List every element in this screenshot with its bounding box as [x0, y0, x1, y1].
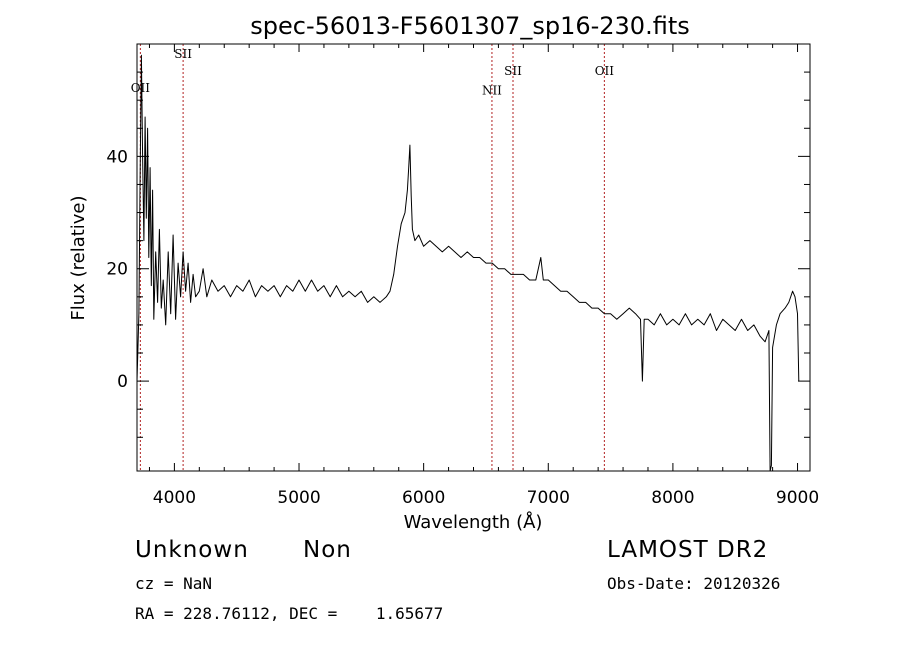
marker-label-4: OII	[595, 64, 615, 78]
sky-coordinates: RA = 228.76112, DEC = 1.65677	[135, 604, 444, 623]
y-tick-label-1: 20	[106, 260, 128, 280]
marker-label-3: SII	[504, 64, 522, 78]
y-tick-label-2: 40	[106, 147, 128, 167]
flux-series-line	[136, 54, 800, 472]
axis-ticks	[137, 44, 810, 471]
marker-label-2: NII	[482, 84, 502, 98]
marker-label-1: SII	[174, 47, 192, 61]
marker-label-0: OII	[131, 81, 151, 95]
survey-name: LAMOST DR2	[607, 537, 769, 563]
x-tick-labels: 4000 5000 6000 7000 8000 9000	[153, 488, 819, 508]
observation-date: Obs-Date: 20120326	[607, 574, 781, 593]
y-axis-label: Flux (relative)	[68, 195, 89, 320]
object-class: Unknown	[135, 537, 249, 563]
x-tick-label-5: 9000	[776, 488, 819, 508]
object-subclass: Non	[303, 537, 352, 563]
y-tick-label-0: 0	[117, 372, 128, 392]
chart-title: spec-56013-F5601307_sp16-230.fits	[250, 12, 689, 40]
x-tick-label-0: 4000	[153, 488, 196, 508]
x-tick-label-1: 5000	[277, 488, 320, 508]
redshift-readout: cz = NaN	[135, 574, 213, 593]
x-tick-label-4: 8000	[651, 488, 694, 508]
x-axis-label: Wavelength (Å)	[404, 511, 543, 533]
x-tick-label-3: 7000	[527, 488, 570, 508]
flux-series	[136, 54, 800, 472]
y-tick-labels: 0 20 40	[106, 147, 128, 392]
x-tick-label-2: 6000	[402, 488, 445, 508]
